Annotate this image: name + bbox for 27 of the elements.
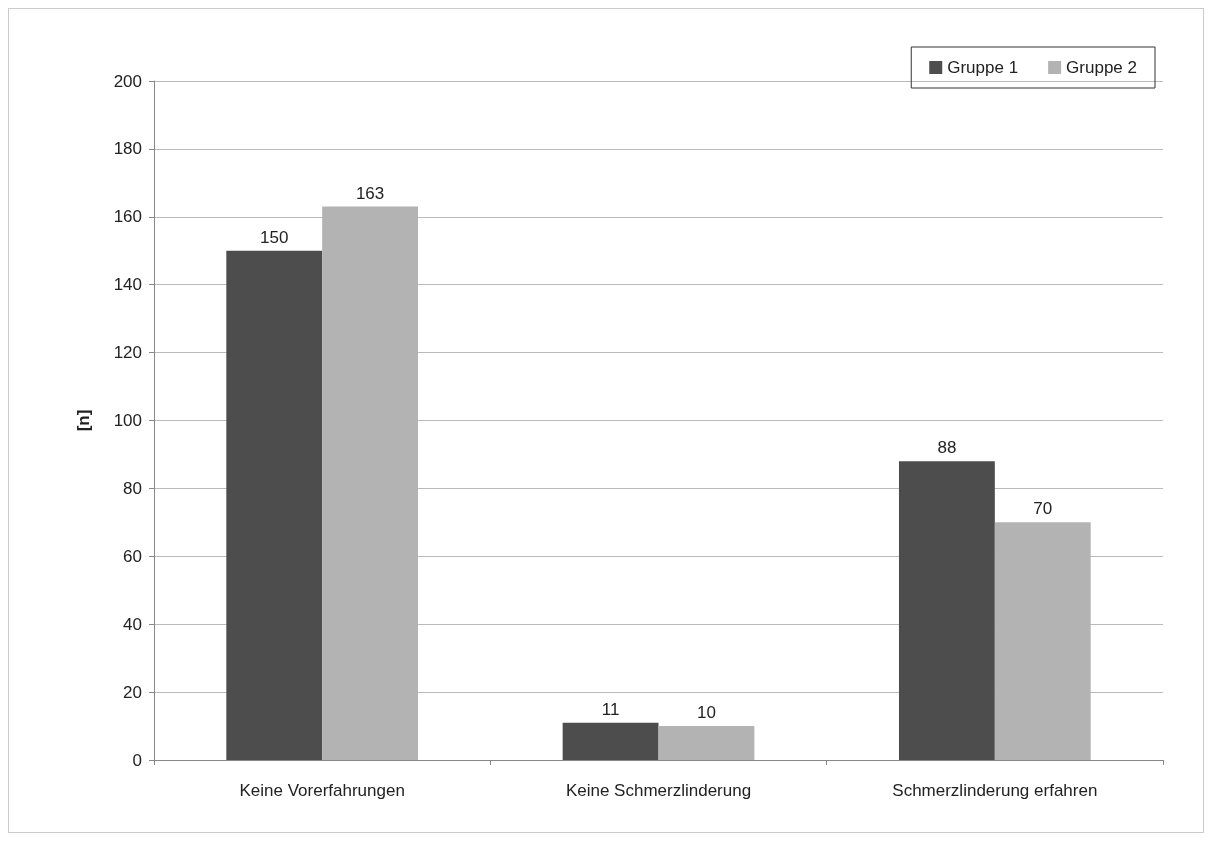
x-tick-label: Keine Schmerzlinderung bbox=[565, 781, 752, 800]
data-label: 150 bbox=[260, 227, 289, 247]
y-tick-label: 0 bbox=[132, 750, 142, 770]
y-tick-label: 200 bbox=[113, 71, 142, 91]
bar bbox=[562, 722, 659, 760]
data-label: 70 bbox=[1033, 499, 1053, 519]
legend-label: Gruppe 2 bbox=[1066, 58, 1138, 77]
y-axis-title: [n] bbox=[74, 409, 93, 432]
y-tick-label: 140 bbox=[113, 275, 142, 295]
bar bbox=[226, 250, 323, 760]
bar bbox=[658, 726, 755, 760]
y-tick-label: 180 bbox=[113, 139, 142, 159]
x-tick-label: Keine Vorerfahrungen bbox=[239, 781, 405, 800]
y-tick-label: 120 bbox=[113, 343, 142, 363]
data-label: 88 bbox=[937, 438, 957, 458]
y-tick-label: 20 bbox=[123, 682, 142, 702]
y-tick-label: 60 bbox=[123, 546, 142, 566]
data-label: 163 bbox=[355, 183, 385, 203]
y-tick-label: 40 bbox=[123, 614, 142, 634]
y-tick-label: 80 bbox=[123, 478, 142, 498]
data-label: 10 bbox=[696, 703, 716, 723]
data-label: 11 bbox=[601, 699, 620, 719]
bar bbox=[898, 461, 995, 760]
y-tick-label: 160 bbox=[113, 207, 142, 227]
legend-label: Gruppe 1 bbox=[947, 58, 1019, 77]
y-tick-label: 100 bbox=[113, 411, 142, 430]
x-tick-label: Schmerzlinderung erfahren bbox=[892, 781, 1098, 800]
